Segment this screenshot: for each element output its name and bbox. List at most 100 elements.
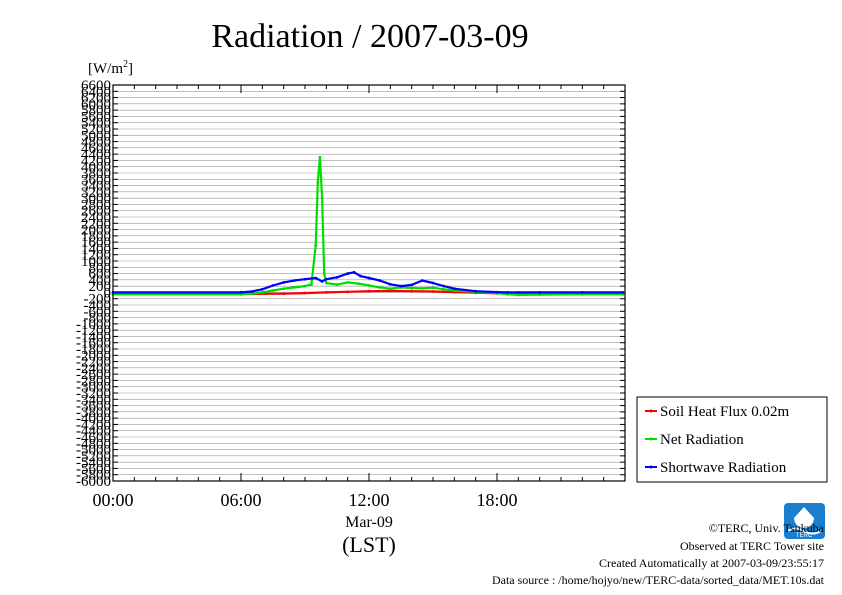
y-tick-label: 1400 [81, 241, 111, 257]
y-tick-label: 5400 [81, 116, 111, 132]
y-tick-label: -5800 [76, 468, 111, 484]
x-tick-label: 00:00 [92, 490, 133, 510]
legend-swatch-marker [649, 409, 653, 413]
series-point-2 [282, 280, 286, 284]
plot-frame [112, 84, 626, 482]
series-point-2 [410, 283, 414, 287]
y-tick-label: -4400 [76, 424, 111, 440]
y-tick-label: 400 [89, 273, 112, 289]
y-tick-label: 5600 [81, 109, 111, 125]
credit-observed: Observed at TERC Tower site [679, 539, 824, 553]
y-tick-labels: 6600640062006000580056005400520050004800… [76, 78, 111, 490]
y-tick-label: 0 [104, 285, 112, 301]
y-tick-label: -2000 [76, 348, 111, 364]
y-tick-label: 3600 [81, 172, 111, 188]
series-point-0 [410, 289, 414, 293]
x-axis-date: Mar-09 [345, 514, 393, 531]
legend-box [636, 396, 828, 483]
series-point-1 [356, 282, 360, 286]
legend: Soil Heat Flux 0.02m Net Radiation Shortwa… [636, 396, 828, 483]
series-point-2 [399, 284, 403, 288]
y-tick-label: -4800 [76, 436, 111, 452]
y-axis-unit-close: ] [128, 61, 133, 77]
y-tick-label: -600 [84, 304, 112, 320]
y-tick-label: 4600 [81, 141, 111, 157]
y-tick-label: 6200 [81, 91, 111, 107]
series-point-2 [335, 275, 339, 279]
series-point-2 [367, 276, 371, 280]
y-tick-label: 200 [89, 279, 112, 295]
series-point-1 [282, 287, 286, 291]
y-tick-label: 5200 [81, 122, 111, 138]
series-point-2 [452, 287, 456, 291]
series-point-1 [310, 283, 313, 286]
series-point-2 [324, 277, 328, 281]
y-tick-label: 1200 [81, 248, 111, 264]
series-point-0 [388, 289, 392, 293]
y-tick-label: 2000 [81, 223, 111, 239]
series-point-1 [316, 181, 320, 184]
series-point-2 [260, 287, 264, 291]
y-tick-label: 1800 [81, 229, 111, 245]
x-tick-label: 12:00 [348, 490, 389, 510]
series-point-1 [420, 286, 424, 290]
y-tick-label: 600 [89, 267, 112, 283]
series-point-2 [495, 290, 499, 294]
y-tick-label: 3000 [81, 191, 111, 207]
series-point-0 [282, 292, 286, 296]
series-point-2 [621, 291, 625, 294]
legend-items: Soil Heat Flux 0.02m Net Radiation Shortwa… [645, 404, 790, 476]
y-tick-label: -4000 [76, 411, 111, 427]
series-point-1 [516, 293, 520, 297]
y-tick-label: 3200 [81, 185, 111, 201]
y-tick-label: 2600 [81, 204, 111, 220]
y-tick-label: 6600 [81, 78, 111, 94]
series-point-1 [324, 281, 328, 285]
series-point-2 [431, 281, 435, 285]
y-tick-label: 4800 [81, 135, 111, 151]
x-axis-label: (LST) [342, 532, 396, 557]
series-point-1 [431, 286, 435, 290]
series-point-0 [431, 290, 435, 293]
y-tick-label: -1600 [76, 336, 111, 352]
y-tick-label: 800 [89, 260, 112, 276]
y-tick-label: -400 [84, 298, 112, 314]
series-point-1 [335, 283, 339, 286]
y-tick-label: 3400 [81, 179, 111, 195]
series-point-2 [352, 270, 356, 274]
x-tick-label: 18:00 [476, 490, 517, 510]
series-point-1 [271, 289, 275, 292]
y-tick-label: -3400 [76, 392, 111, 408]
series-point-2 [506, 291, 510, 294]
series-point-2 [292, 279, 296, 282]
series-point-2 [250, 290, 254, 293]
y-tick-label: -1800 [76, 342, 111, 358]
y-tick-label: -5200 [76, 449, 111, 465]
series-point-1 [260, 291, 264, 294]
y-tick-label: -1400 [76, 329, 111, 345]
x-tick-labels: 00:00 06:00 12:00 18:00 [92, 490, 517, 510]
series-point-2 [303, 277, 307, 281]
y-tick-label: -2200 [76, 355, 111, 371]
y-tick-label: -5600 [76, 461, 111, 477]
y-axis-unit-superscript: 2 [123, 59, 128, 70]
y-axis-unit-label: [W/m [88, 61, 123, 77]
y-tick-label: 2200 [81, 216, 111, 232]
legend-label: Shortwave Radiation [660, 460, 787, 476]
series-point-1 [410, 286, 414, 290]
series-line-2 [113, 271, 623, 294]
y-tick-label: -3000 [76, 380, 111, 396]
series-point-2 [314, 276, 318, 280]
terc-logo: TERC [784, 503, 825, 539]
y-tick-label: -3200 [76, 386, 111, 402]
y-tick-label: -4200 [76, 417, 111, 433]
y-tick-label: 3800 [81, 166, 111, 182]
series-point-1 [314, 243, 318, 247]
y-tick-label: 4200 [81, 153, 111, 169]
chart-title: Radiation / 2007-03-09 [211, 18, 528, 55]
y-tick-label: 4000 [81, 160, 111, 176]
series-point-2 [420, 279, 424, 282]
x-tick-label: 06:00 [220, 490, 261, 510]
legend-label: Net Radiation [660, 432, 744, 448]
